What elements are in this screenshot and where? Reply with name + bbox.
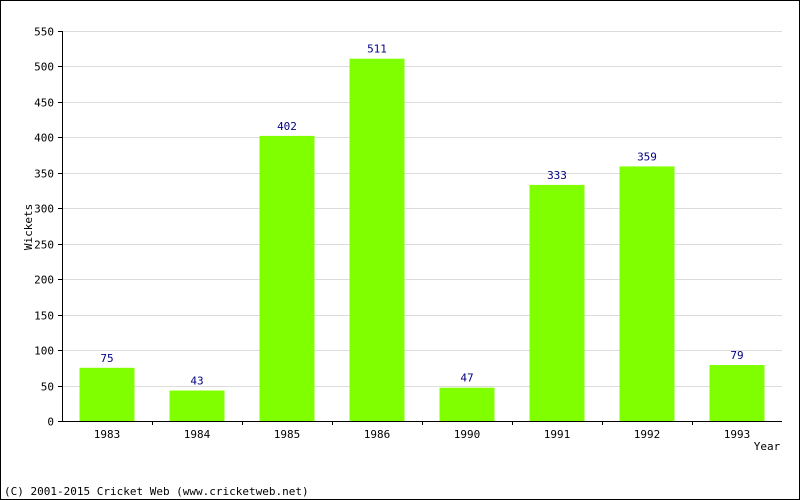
x-tick-label: 1991 — [544, 428, 571, 441]
x-tick-label: 1983 — [94, 428, 121, 441]
data-label: 79 — [730, 349, 743, 362]
y-tick-label: 550 — [34, 26, 54, 39]
data-label: 359 — [637, 150, 657, 163]
bar — [439, 387, 495, 421]
grid-lines — [62, 31, 782, 387]
bar — [349, 58, 405, 421]
bar — [259, 135, 315, 421]
data-label: 75 — [100, 352, 113, 365]
x-tick-label: 1985 — [274, 428, 301, 441]
y-tick-labels: 0 50 100 150 200 250 300 350 400 450 500 550 — [34, 26, 54, 429]
y-tick-label: 450 — [34, 97, 54, 110]
data-label: 511 — [367, 43, 387, 56]
y-tick-label: 200 — [34, 274, 54, 287]
y-tick-label: 350 — [34, 168, 54, 181]
x-tick-label: 1986 — [364, 428, 391, 441]
y-tick-label: 500 — [34, 61, 54, 74]
bar-series — [79, 58, 765, 421]
bar — [619, 166, 675, 421]
x-axis-title: Year — [754, 440, 781, 453]
bar — [709, 365, 765, 421]
data-label: 47 — [460, 372, 473, 385]
y-axis-title: Wickets — [22, 204, 35, 250]
data-label: 333 — [547, 169, 567, 182]
x-tick-labels: 1983 1984 1985 1986 1990 1991 1992 1993 — [94, 428, 751, 441]
copyright-text: (C) 2001-2015 Cricket Web (www.cricketwe… — [4, 485, 309, 498]
data-label: 402 — [277, 120, 297, 133]
bar — [79, 367, 135, 421]
y-tick-label: 0 — [47, 416, 54, 429]
bar — [529, 184, 585, 421]
x-tick-label: 1992 — [634, 428, 661, 441]
axes — [58, 31, 782, 425]
x-tick-label: 1990 — [454, 428, 481, 441]
y-tick-label: 250 — [34, 239, 54, 252]
x-tick-label: 1993 — [724, 428, 751, 441]
y-tick-label: 50 — [41, 381, 54, 394]
x-tick-label: 1984 — [184, 428, 211, 441]
data-label: 43 — [190, 375, 203, 388]
y-tick-label: 400 — [34, 132, 54, 145]
y-tick-label: 100 — [34, 345, 54, 358]
bar — [169, 390, 225, 421]
y-tick-label: 150 — [34, 310, 54, 323]
y-tick-label: 300 — [34, 203, 54, 216]
data-labels: 75 43 402 511 47 333 359 79 — [100, 43, 743, 388]
